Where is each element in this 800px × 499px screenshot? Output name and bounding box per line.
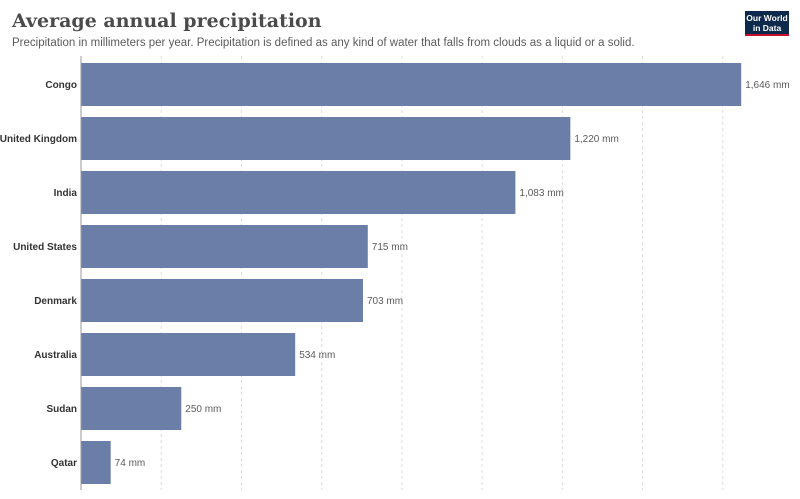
- category-label: Qatar: [51, 458, 77, 469]
- category-label: Denmark: [34, 296, 77, 307]
- bar-india[interactable]: [81, 171, 516, 214]
- chart-subtitle: Precipitation in millimeters per year. P…: [12, 37, 635, 49]
- value-label: 74 mm: [115, 458, 146, 469]
- category-label: Sudan: [46, 404, 77, 415]
- bar-australia[interactable]: [81, 333, 296, 376]
- value-label: 534 mm: [299, 350, 335, 361]
- chart-title: Average annual precipitation: [12, 10, 322, 32]
- category-label: United Kingdom: [0, 134, 77, 145]
- logo-line-2: in Data: [752, 23, 782, 33]
- value-label: 250 mm: [185, 404, 221, 415]
- bar-qatar[interactable]: [81, 441, 111, 484]
- value-label: 715 mm: [372, 242, 408, 253]
- bar-united-states[interactable]: [81, 225, 368, 268]
- category-label: Congo: [45, 80, 77, 91]
- bar-united-kingdom[interactable]: [81, 117, 571, 160]
- owid-logo[interactable]: Our World in Data: [745, 11, 789, 36]
- value-label: 1,220 mm: [574, 134, 618, 145]
- value-label: 1,083 mm: [519, 188, 563, 199]
- bar-congo[interactable]: [81, 63, 742, 106]
- chart-header: Average annual precipitation Precipitati…: [12, 8, 732, 50]
- logo-line-1: Our World: [746, 13, 788, 23]
- category-label: India: [54, 188, 78, 199]
- category-label: Australia: [34, 350, 77, 361]
- bar-denmark[interactable]: [81, 279, 363, 322]
- value-label: 703 mm: [367, 296, 403, 307]
- bar-sudan[interactable]: [81, 387, 182, 430]
- category-label: United States: [13, 242, 77, 253]
- value-label: 1,646 mm: [745, 80, 789, 91]
